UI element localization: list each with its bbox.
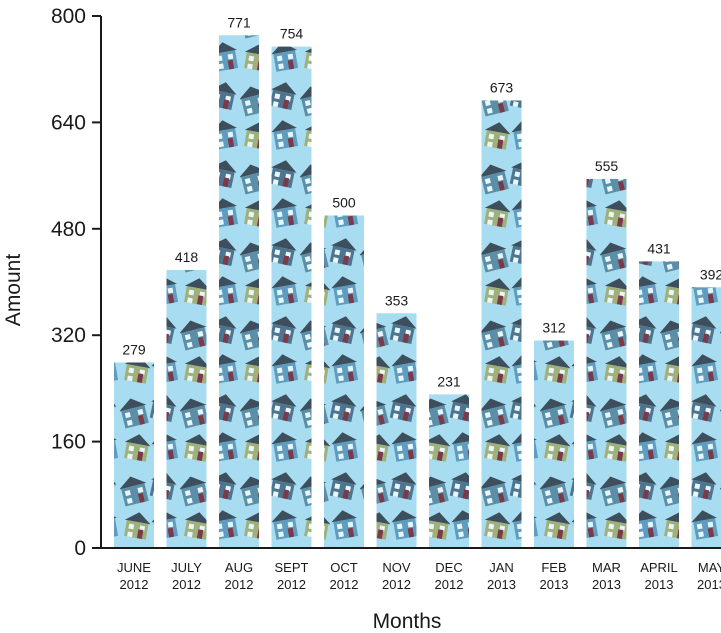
x-tick-label-year: 2013 [697,577,721,592]
data-label: 418 [175,249,199,265]
bar [271,46,312,549]
x-tick-label-year: 2012 [435,577,464,592]
bars-layer: 279 418 771 754 500 353 231 673 312 555 431 392 [114,14,721,549]
y-axis-title: Amount [2,254,25,327]
data-label: 231 [437,373,461,389]
x-tick-label-year: 2013 [592,577,621,592]
x-tick-label: MAR [592,560,621,575]
x-tick-label: APRIL [640,560,678,575]
x-tick-label: OCT [330,560,358,575]
x-tick-label: AUG [225,560,253,575]
data-label: 312 [542,320,566,336]
bar [639,261,679,548]
y-tick-label: 0 [74,537,86,560]
x-tick-label: MAY [698,560,721,575]
x-tick-label-year: 2013 [540,577,569,592]
bar [429,394,469,548]
x-tick-label-year: 2012 [225,577,254,592]
bar [324,215,364,548]
x-tick-label-year: 2013 [487,577,516,592]
y-tick-label: 160 [51,431,86,454]
data-label: 771 [227,14,251,30]
x-tick-label-year: 2012 [172,577,201,592]
data-label: 673 [490,79,514,95]
x-tick-label: SEPT [275,560,309,575]
data-label: 754 [280,26,304,42]
bar [219,35,259,549]
data-label: 392 [700,266,721,282]
x-tick-label-year: 2013 [645,577,674,592]
data-label: 500 [332,195,356,211]
x-tick-label: DEC [435,560,462,575]
x-tick-label-year: 2012 [277,577,306,592]
data-label: 353 [385,292,409,308]
x-tick-label-year: 2012 [382,577,411,592]
bar [114,362,154,548]
y-tick-label: 800 [51,5,86,28]
x-tick-label: JUNE [117,560,151,575]
bar [534,340,574,548]
y-tick-label: 480 [51,218,86,241]
data-label: 431 [647,240,671,256]
bar [376,313,417,548]
x-tick-label: NOV [382,560,411,575]
bar [691,287,721,548]
data-label: 555 [595,158,619,174]
x-tick-label: FEB [541,560,566,575]
x-tick-label: JULY [171,560,202,575]
x-axis-title: Months [373,610,442,633]
x-tick-label: JAN [489,560,514,575]
x-tick-label-year: 2012 [120,577,149,592]
bar [586,178,627,549]
data-label: 279 [122,341,146,357]
bar [166,270,207,548]
x-tick-label-year: 2012 [330,577,359,592]
y-tick-label: 320 [51,324,86,347]
y-tick-label: 640 [51,111,86,134]
axis-layer: JUNE 2012 JULY 2012 AUG 2012 SEPT 2012 OCT 2012 NO… [51,5,721,592]
bar [481,100,522,548]
